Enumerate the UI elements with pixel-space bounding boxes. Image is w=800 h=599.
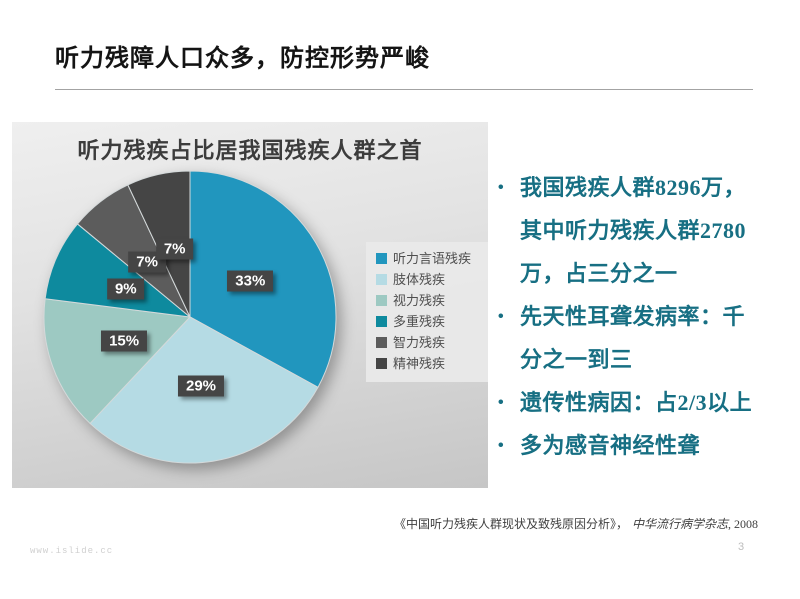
bullet-marker-icon: •	[498, 308, 505, 325]
legend-item: 智力残疾	[376, 336, 478, 349]
citation-work: 《中国听力残疾人群现状及致残原因分析》，	[393, 517, 628, 531]
legend-item: 多重残疾	[376, 315, 478, 328]
citation-journal: 中华流行病学杂志	[631, 517, 728, 531]
bullet-text-segment: 我国残疾人群	[520, 175, 656, 200]
bullet-text-segment: 以上	[707, 390, 753, 415]
bullet-list: • 我国残疾人群8296万，其中听力残疾人群2780 万，占三分之一 • 先天性耳聋发病…	[496, 166, 758, 467]
page-number: 3	[738, 541, 745, 553]
bullet-text-segment: 遗传性病因：占	[520, 390, 678, 415]
legend-swatch-icon	[376, 274, 387, 285]
chart-title: 听力残疾占比居我国残疾人群之首	[77, 138, 423, 163]
bullet-text-segment: 8296	[655, 175, 702, 200]
page-title: 听力残障人口众多，防控形势严峻	[55, 45, 430, 72]
watermark: www.islide.cc	[30, 546, 114, 556]
citation-year: , 2008	[728, 517, 758, 531]
legend-label: 多重残疾	[393, 314, 446, 329]
bullet-item: • 遗传性病因：占2/3以上	[496, 381, 758, 424]
title-divider	[55, 89, 753, 90]
chart-panel: 听力残疾占比居我国残疾人群之首 33% 29% 15% 9% 7% 7% 听力言语残疾 肢体…	[12, 122, 488, 488]
bullet-item: • 多为感音神经性聋	[496, 424, 758, 467]
legend-swatch-icon	[376, 253, 387, 264]
legend-label: 听力言语残疾	[393, 251, 472, 266]
pie-data-label: 15%	[101, 330, 148, 352]
legend-item: 精神残疾	[376, 357, 478, 370]
legend-label: 精神残疾	[393, 356, 446, 371]
pie-data-label: 33%	[227, 270, 274, 292]
bullet-text-segment: 先天性耳聋发病率：千分之一到三	[520, 304, 746, 372]
pie-slice-视力残疾	[43, 298, 191, 424]
bullet-item: • 我国残疾人群8296万，其中听力残疾人群2780 万，占三分之一	[496, 166, 758, 295]
pie-data-label: 9%	[106, 278, 145, 300]
legend-swatch-icon	[376, 358, 387, 369]
legend-label: 视力残疾	[393, 293, 446, 308]
citation: 《中国听力残疾人群现状及致残原因分析》， 中华流行病学杂志, 2008	[394, 515, 758, 532]
legend-swatch-icon	[376, 316, 387, 327]
chart-legend: 听力言语残疾 肢体残疾视力残疾多重残疾智力残疾精神残疾	[366, 242, 488, 382]
pie-slice-多重残疾	[44, 223, 191, 318]
legend-item: 视力残疾	[376, 294, 478, 307]
legend-item: 肢体残疾	[376, 273, 478, 286]
legend-label: 肢体残疾	[393, 272, 446, 287]
bullet-marker-icon: •	[498, 394, 505, 411]
legend-swatch-icon	[376, 295, 387, 306]
bullet-marker-icon: •	[498, 437, 505, 454]
legend-label: 智力残疾	[393, 335, 446, 350]
bullet-text-segment: 万，占三分之一	[520, 261, 678, 286]
bullet-text-segment: 2/3	[677, 390, 708, 415]
pie-data-label: 7%	[155, 238, 194, 260]
bullet-text-segment: 2780	[700, 218, 747, 243]
bullet-text-segment: 万，其中听力残疾人群	[520, 175, 747, 243]
pie-data-label: 29%	[177, 375, 225, 397]
legend-item: 听力言语残疾	[376, 252, 478, 265]
bullet-item: • 先天性耳聋发病率：千分之一到三	[496, 295, 758, 381]
bullet-text-segment: 多为感音神经性聋	[520, 433, 701, 458]
bullet-marker-icon: •	[498, 179, 505, 196]
legend-swatch-icon	[376, 337, 387, 348]
